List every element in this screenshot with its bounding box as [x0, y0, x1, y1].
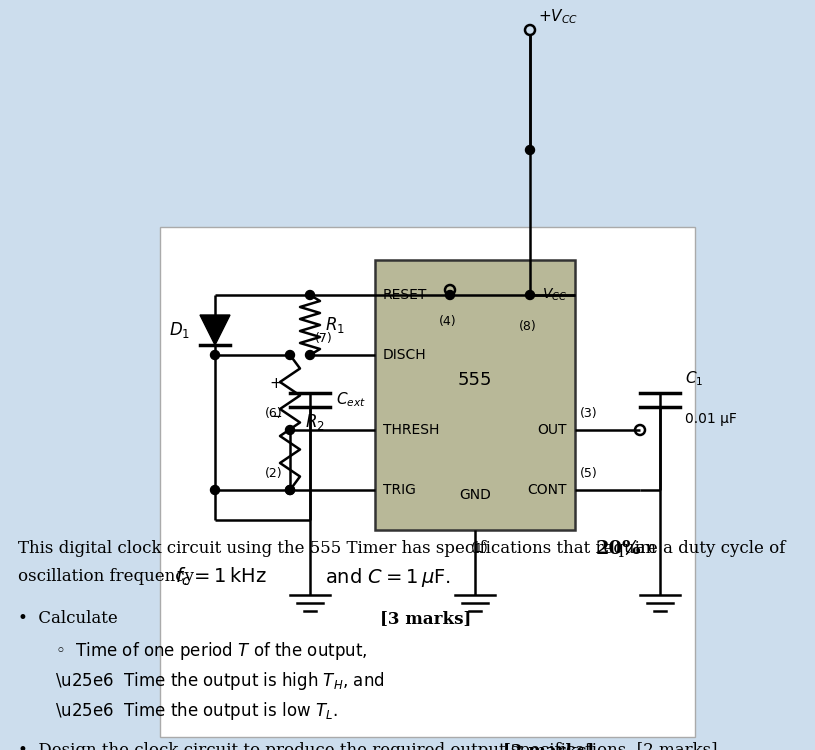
Text: $+V_{CC}$: $+V_{CC}$: [538, 8, 578, 26]
Text: THRESH: THRESH: [383, 423, 439, 437]
Text: and $C = 1\,\mu\mathrm{F}$.: and $C = 1\,\mu\mathrm{F}$.: [325, 566, 451, 589]
Text: $V_{CC}$: $V_{CC}$: [542, 286, 567, 303]
Text: (1): (1): [471, 542, 489, 555]
Circle shape: [285, 350, 294, 359]
Text: TRIG: TRIG: [383, 483, 416, 497]
Text: $R_2$: $R_2$: [305, 413, 325, 433]
Text: (7): (7): [315, 332, 333, 345]
Text: (6): (6): [264, 407, 282, 420]
Text: (4): (4): [439, 315, 457, 328]
Circle shape: [285, 485, 294, 494]
Text: OUT: OUT: [538, 423, 567, 437]
Text: •  Design the clock circuit to produce the required output specifications. [2 ma: • Design the clock circuit to produce th…: [18, 742, 717, 750]
Text: (5): (5): [580, 467, 597, 480]
Text: RESET: RESET: [383, 288, 427, 302]
Text: CONT: CONT: [527, 483, 567, 497]
Text: +: +: [269, 376, 282, 391]
Circle shape: [285, 485, 294, 494]
Circle shape: [306, 290, 315, 299]
Circle shape: [285, 425, 294, 434]
Text: DISCH: DISCH: [383, 348, 426, 362]
Circle shape: [526, 146, 535, 154]
Text: (8): (8): [519, 320, 537, 333]
Text: $C_1$: $C_1$: [685, 369, 703, 388]
Text: This digital clock circuit using the 555 Timer has specifications that require a: This digital clock circuit using the 555…: [18, 540, 791, 557]
Circle shape: [210, 485, 219, 494]
Circle shape: [306, 350, 315, 359]
Text: , an: , an: [625, 540, 656, 557]
Text: [3 marks]: [3 marks]: [380, 610, 471, 627]
Bar: [375, 260, 575, 530]
Polygon shape: [200, 315, 230, 345]
Text: \u25e6  Time the output is low $T_L$.: \u25e6 Time the output is low $T_L$.: [55, 700, 337, 722]
Text: 0.01 μF: 0.01 μF: [685, 412, 737, 426]
Text: \u25e6  Time the output is high $T_H$, and: \u25e6 Time the output is high $T_H$, an…: [55, 670, 385, 692]
Circle shape: [210, 350, 219, 359]
Bar: [160, 227, 695, 737]
Text: GND: GND: [459, 488, 491, 502]
Text: $C_{ext}$: $C_{ext}$: [336, 391, 366, 410]
Text: (3): (3): [580, 407, 597, 420]
Text: $D_1$: $D_1$: [169, 320, 190, 340]
Text: •  Calculate: • Calculate: [18, 610, 117, 627]
Circle shape: [446, 290, 455, 299]
Text: 20%: 20%: [596, 540, 641, 558]
Text: $f_c = 1\,\mathrm{kHz}$: $f_c = 1\,\mathrm{kHz}$: [175, 566, 267, 588]
Text: ◦  Time of one period $T$ of the output,: ◦ Time of one period $T$ of the output,: [55, 640, 368, 662]
Text: [2 marks]: [2 marks]: [503, 742, 594, 750]
Text: 555: 555: [458, 371, 492, 389]
Text: −: −: [269, 409, 282, 424]
Text: oscillation frequency: oscillation frequency: [18, 568, 199, 585]
Circle shape: [526, 290, 535, 299]
Text: (2): (2): [264, 467, 282, 480]
Text: $R_1$: $R_1$: [325, 315, 345, 335]
